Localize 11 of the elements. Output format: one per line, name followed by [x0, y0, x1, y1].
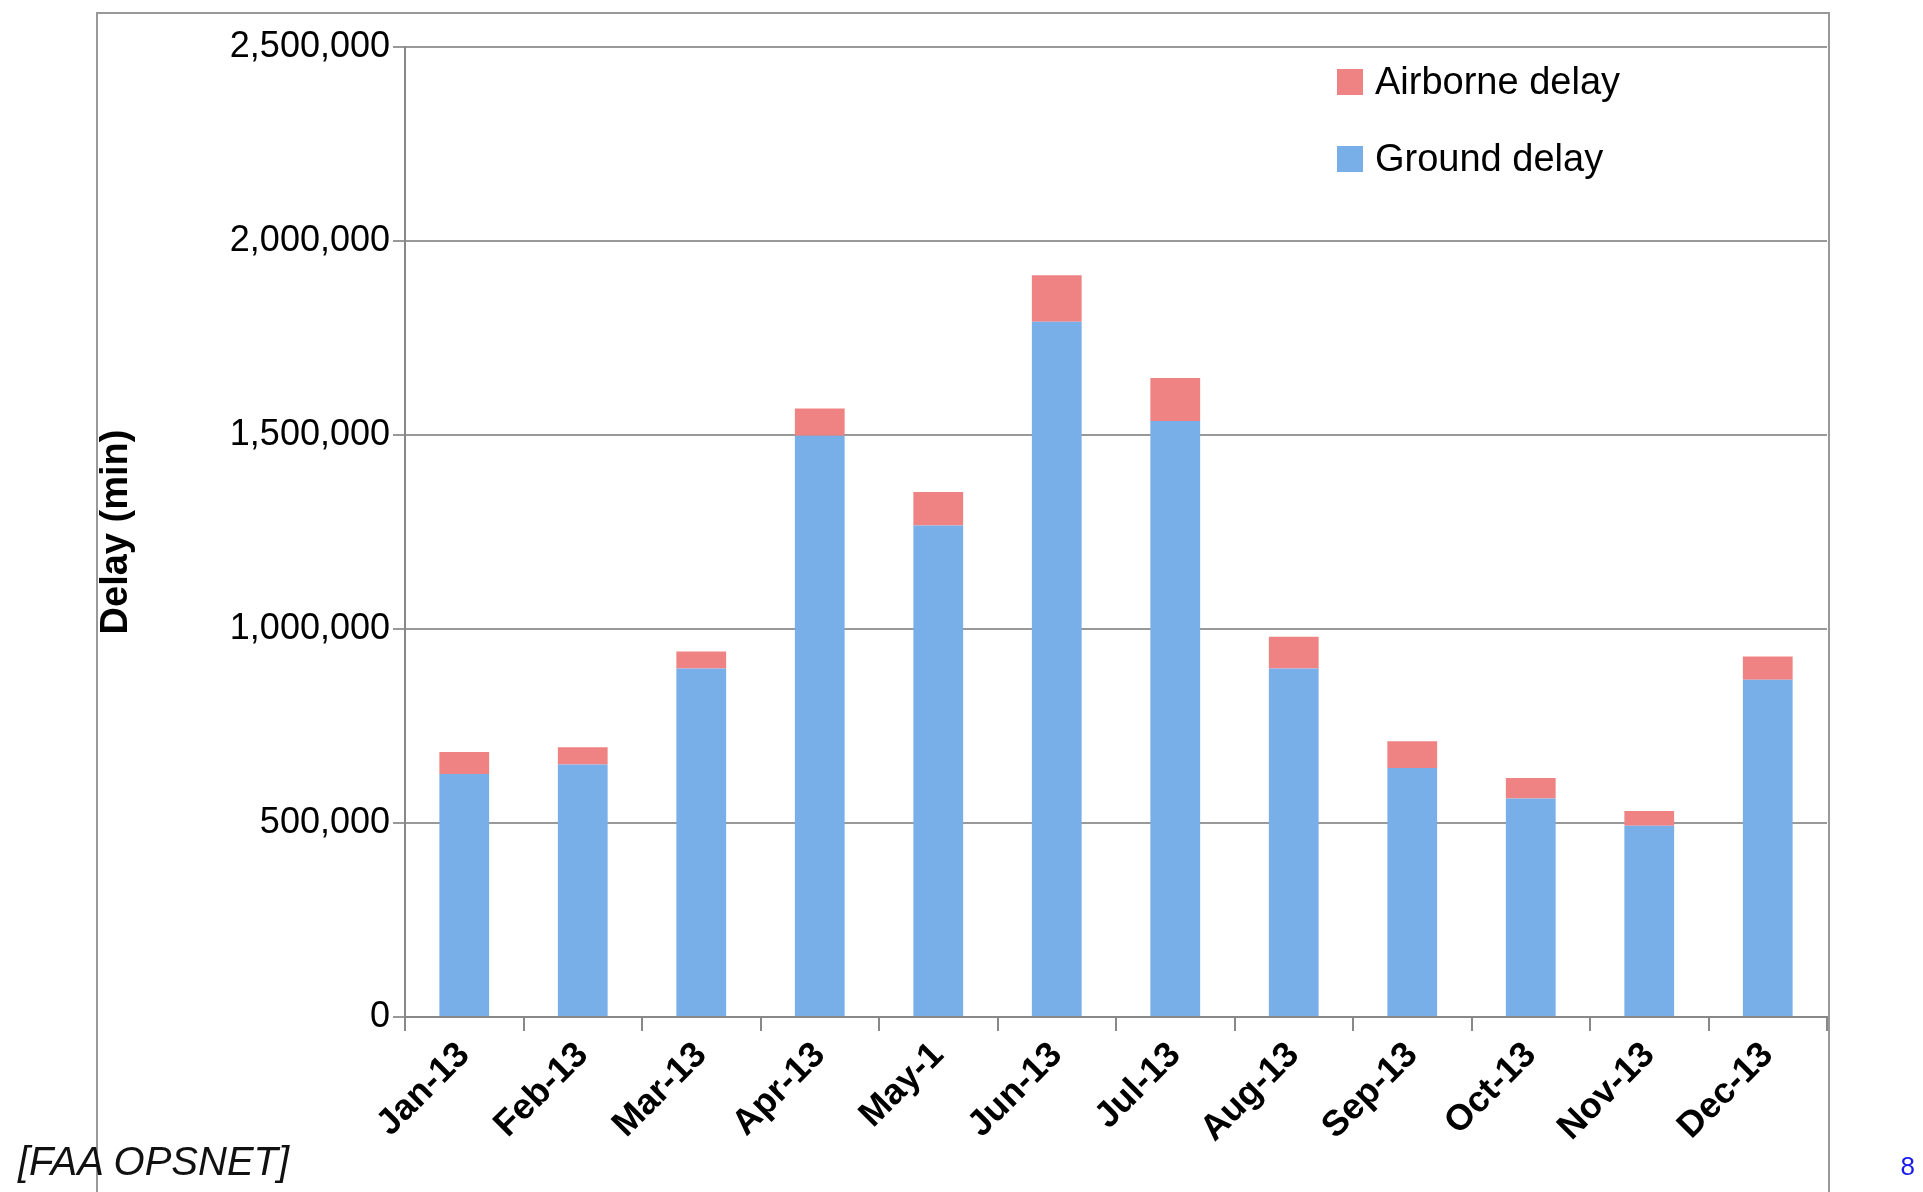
y-axis-title: Delay (min)	[93, 429, 136, 635]
legend-label: Ground delay	[1375, 137, 1604, 180]
y-tick-label: 500,000	[259, 799, 390, 841]
text: 8	[1900, 1151, 1915, 1182]
y-tick-label: 2,500,000	[229, 23, 390, 65]
y-tick-label: 1,500,000	[229, 411, 390, 453]
y-tick-label: 2,000,000	[229, 217, 390, 259]
text: [FAA OPSNET]	[18, 1139, 290, 1184]
y-tick-label: 0	[369, 993, 390, 1035]
legend-label: Airborne delay	[1375, 60, 1621, 103]
y-tick-label: 1,000,000	[229, 605, 390, 647]
